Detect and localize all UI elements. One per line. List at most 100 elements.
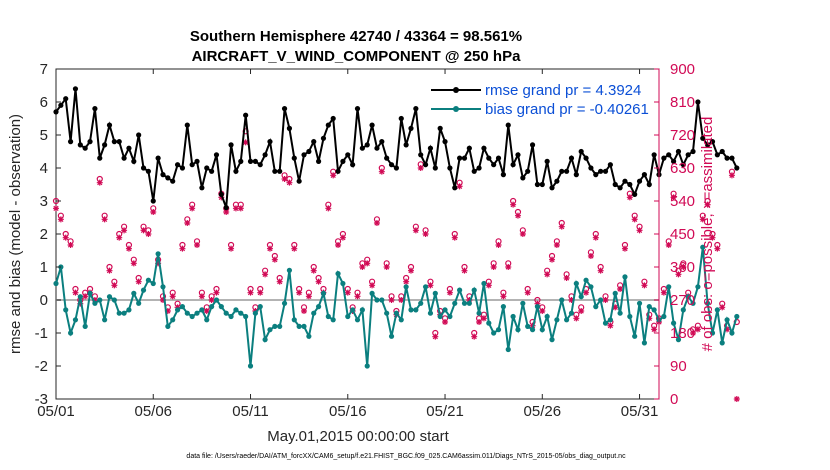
obs-assimilated-marker <box>72 289 79 296</box>
bias-point <box>607 317 613 323</box>
y-tick-label: -3 <box>35 391 48 408</box>
obs-assimilated-marker <box>354 293 361 300</box>
bias-point <box>223 310 229 316</box>
bias-point <box>505 346 511 353</box>
rmse-point <box>422 162 429 168</box>
obs-assimilated-marker <box>378 168 385 175</box>
rmse-point <box>675 148 682 155</box>
bias-point <box>145 277 151 283</box>
rmse-point <box>495 155 502 161</box>
y-tick-label: 6 <box>40 94 48 111</box>
bias-point <box>525 323 531 329</box>
y2-tick-label: 180 <box>670 325 695 342</box>
obs-assimilated-marker <box>232 205 239 212</box>
obs-assimilated-marker <box>558 223 565 230</box>
rmse-point <box>491 162 497 168</box>
obs-assimilated-marker <box>369 282 376 289</box>
rmse-point <box>155 155 161 161</box>
obs-assimilated-marker <box>539 308 546 314</box>
bias-point <box>491 330 497 336</box>
rmse-point <box>106 122 113 128</box>
bias-point <box>437 313 443 320</box>
obs-assimilated-marker <box>602 297 609 303</box>
bias-point <box>315 304 322 310</box>
x-tick-label: 05/21 <box>426 403 464 420</box>
bias-point <box>330 317 336 323</box>
rmse-point <box>622 178 628 184</box>
obs-assimilated-marker <box>660 289 667 296</box>
bias-point <box>559 297 565 303</box>
bias-point <box>564 317 570 323</box>
rmse-point <box>666 152 672 158</box>
rmse-point <box>272 168 278 174</box>
bias-point <box>495 327 502 333</box>
rmse-point <box>204 165 210 171</box>
obs-assimilated-marker <box>534 300 541 307</box>
rmse-point <box>209 168 215 174</box>
bias-point <box>515 327 521 333</box>
bias-point <box>466 300 472 306</box>
rmse-point <box>568 155 575 161</box>
rmse-point <box>126 145 132 151</box>
y-tick-label: -1 <box>35 325 48 342</box>
obs-assimilated-marker <box>480 315 487 322</box>
rmse-point <box>578 148 584 155</box>
bias-point <box>598 297 604 303</box>
rmse-point <box>102 142 108 148</box>
rmse-point <box>724 155 730 161</box>
obs-assimilated-marker <box>184 220 191 226</box>
rmse-point <box>515 152 521 158</box>
obs-assimilated-marker <box>456 183 463 190</box>
rmse-point <box>646 181 652 188</box>
obs-assimilated-marker <box>510 201 517 208</box>
rmse-point <box>213 152 220 158</box>
bias-point <box>131 290 137 296</box>
rmse-point <box>695 99 701 105</box>
rmse-point <box>247 158 254 164</box>
obs-assimilated-marker <box>612 304 619 311</box>
bias-point <box>165 323 171 329</box>
x-tick-label: 05/01 <box>37 403 75 420</box>
obs-assimilated-marker <box>388 297 395 303</box>
y-tick-label: 7 <box>40 61 48 78</box>
obs-assimilated-marker <box>427 282 434 289</box>
rmse-point <box>564 168 570 174</box>
obs-assimilated-marker <box>291 245 298 252</box>
rmse-point <box>311 139 317 145</box>
rmse-point <box>77 142 83 148</box>
y-tick-label: 0 <box>40 292 48 309</box>
rmse-point <box>277 168 283 174</box>
obs-assimilated-marker <box>563 275 570 281</box>
rmse-point <box>165 175 171 181</box>
rmse-point <box>432 165 438 171</box>
rmse-point <box>598 168 604 174</box>
bias-point <box>685 294 691 300</box>
obs-assimilated-marker <box>359 264 366 270</box>
rmse-point <box>189 162 195 168</box>
bias-point <box>666 284 672 290</box>
rmse-point <box>267 139 273 145</box>
rmse-point <box>257 162 263 168</box>
obs-assimilated-marker <box>208 297 215 303</box>
bias-point <box>379 297 385 303</box>
rmse-point <box>121 155 127 161</box>
y2-axis-label: # of obs: o=possible; ×=assimilated <box>699 117 716 352</box>
bias-point <box>72 317 79 323</box>
rmse-point <box>72 86 79 92</box>
rmse-point <box>306 148 312 155</box>
bias-point <box>53 280 59 287</box>
bias-point <box>384 310 390 316</box>
rmse-point <box>602 168 609 174</box>
rmse-point <box>218 191 224 197</box>
rmse-point <box>325 122 331 128</box>
obs-assimilated-marker <box>694 326 701 333</box>
obs-assimilated-marker <box>82 293 89 300</box>
y2-tick-label: 810 <box>670 94 695 111</box>
obs-assimilated-marker <box>553 242 560 248</box>
obs-assimilated-marker <box>490 264 497 270</box>
obs-assimilated-marker <box>140 227 147 234</box>
bias-point <box>544 313 550 320</box>
legend-rmse-marker <box>453 87 459 93</box>
bias-point <box>680 307 686 313</box>
bias-point <box>398 317 404 323</box>
